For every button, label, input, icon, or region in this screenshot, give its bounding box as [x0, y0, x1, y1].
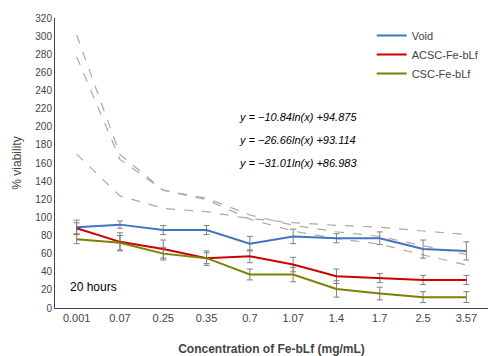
svg-text:0.001: 0.001 — [63, 312, 91, 324]
svg-text:160: 160 — [35, 158, 52, 169]
svg-text:220: 220 — [35, 103, 52, 114]
svg-text:2.5: 2.5 — [415, 312, 430, 324]
svg-text:20: 20 — [41, 284, 53, 295]
svg-text:Void: Void — [412, 30, 433, 42]
svg-text:320: 320 — [35, 13, 52, 24]
svg-text:y = −10.84ln(x) +94.875: y = −10.84ln(x) +94.875 — [239, 111, 357, 123]
svg-text:CSC-Fe-bLf: CSC-Fe-bLf — [412, 68, 472, 80]
svg-text:y = −26.66ln(x) +93.114: y = −26.66ln(x) +93.114 — [239, 134, 356, 146]
svg-text:120: 120 — [35, 194, 52, 205]
svg-text:1.7: 1.7 — [372, 312, 387, 324]
svg-text:1.07: 1.07 — [282, 312, 303, 324]
svg-text:280: 280 — [35, 49, 52, 60]
svg-text:240: 240 — [35, 85, 52, 96]
svg-text:300: 300 — [35, 31, 52, 42]
svg-text:180: 180 — [35, 139, 52, 150]
svg-text:20 hours: 20 hours — [70, 280, 117, 294]
svg-text:100: 100 — [35, 212, 52, 223]
svg-text:60: 60 — [41, 248, 53, 259]
svg-text:40: 40 — [41, 266, 53, 277]
svg-text:0: 0 — [46, 303, 52, 314]
svg-text:0.07: 0.07 — [109, 312, 130, 324]
svg-text:0.25: 0.25 — [153, 312, 174, 324]
svg-text:0.35: 0.35 — [196, 312, 217, 324]
svg-text:260: 260 — [35, 67, 52, 78]
svg-text:y = −31.01ln(x) +86.983: y = −31.01ln(x) +86.983 — [239, 157, 357, 169]
svg-text:200: 200 — [35, 121, 52, 132]
svg-text:1.4: 1.4 — [329, 312, 344, 324]
svg-text:140: 140 — [35, 176, 52, 187]
svg-text:0.7: 0.7 — [242, 312, 257, 324]
svg-text:ACSC-Fe-bLf: ACSC-Fe-bLf — [412, 49, 479, 61]
svg-text:% viability: % viability — [10, 136, 24, 189]
svg-text:3.57: 3.57 — [456, 312, 477, 324]
svg-text:80: 80 — [41, 230, 53, 241]
svg-text:Concentration of Fe-bLf (mg/mL: Concentration of Fe-bLf (mg/mL) — [178, 342, 365, 356]
